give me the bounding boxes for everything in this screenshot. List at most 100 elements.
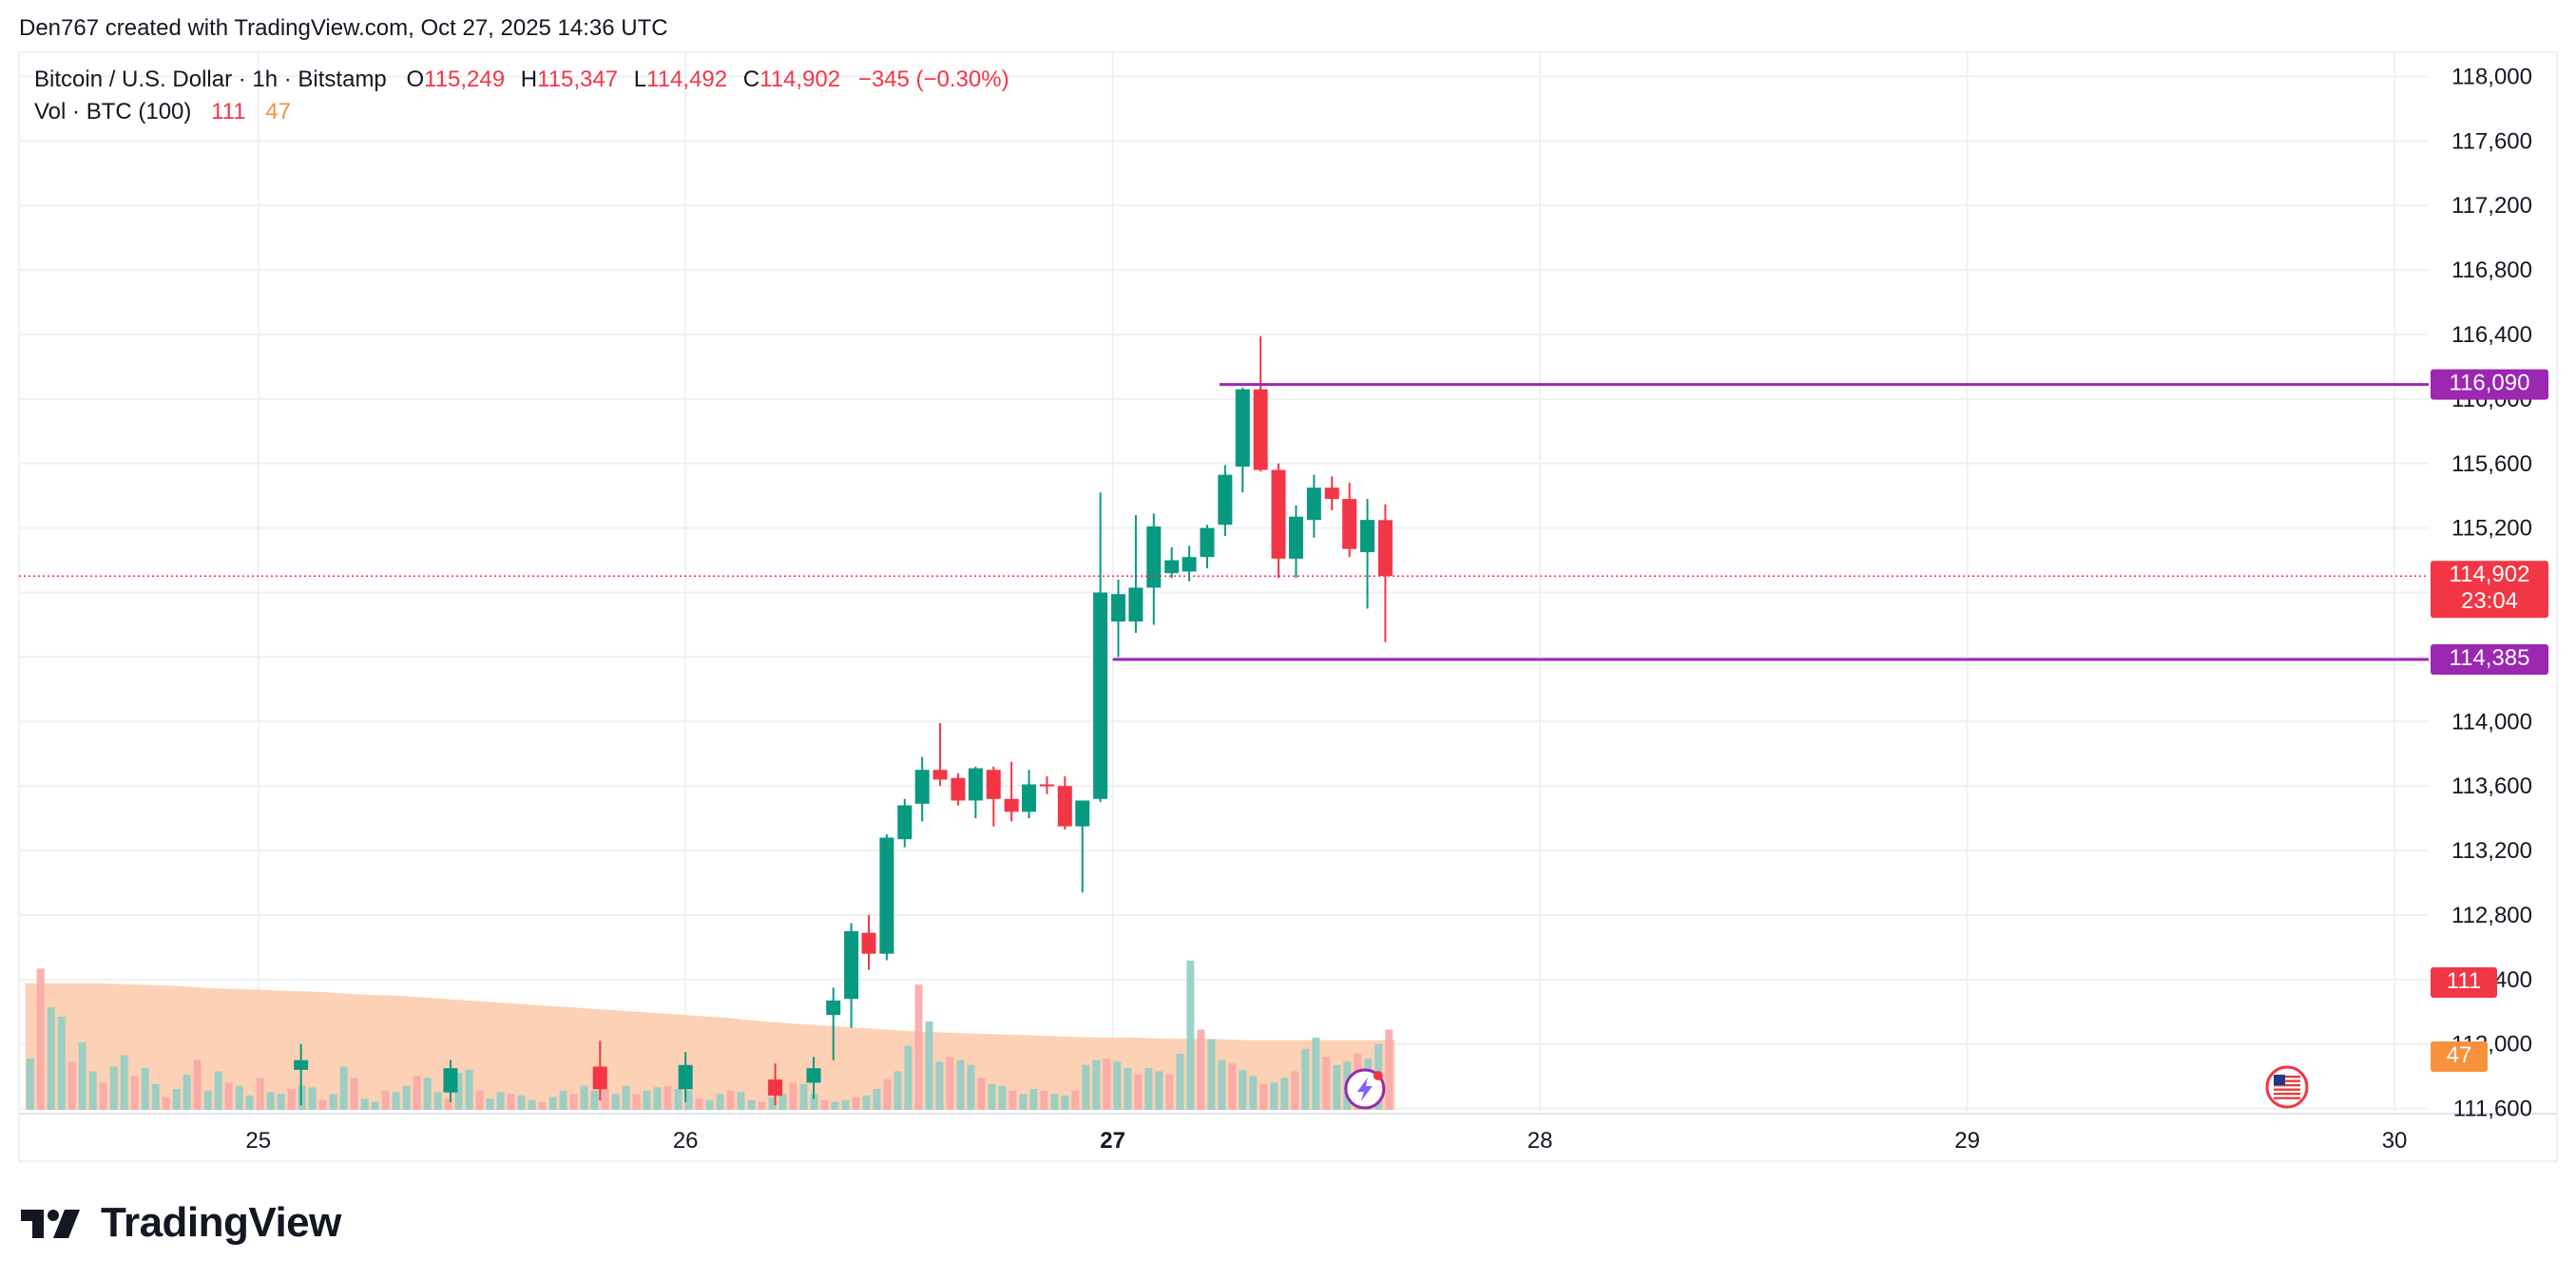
high-value: 115,347: [537, 67, 619, 92]
volume-pane: [25, 960, 1395, 1110]
candle-body: [443, 1068, 458, 1093]
volume-bar: [475, 1090, 484, 1110]
time-axis[interactable]: 25 26 27 28 29 30: [245, 1128, 2407, 1154]
open-value: 115,249: [424, 67, 506, 92]
candle-body: [1360, 520, 1375, 553]
volume-bar: [109, 1066, 118, 1110]
volume-bar: [1239, 1069, 1247, 1110]
volume-bar: [643, 1090, 651, 1110]
last-price-badge-text: 114,902: [2450, 562, 2530, 587]
volume-bar: [1113, 1061, 1122, 1110]
volume-bar: [235, 1085, 243, 1110]
volume-bar: [256, 1078, 264, 1110]
candle-body: [768, 1079, 783, 1097]
volume-bar: [1322, 1057, 1331, 1110]
volume-bar: [78, 1042, 87, 1110]
volume-ma-badge-bg: [2431, 1041, 2488, 1072]
volume-bar: [203, 1090, 212, 1110]
volume-bar: [883, 1079, 892, 1110]
time-tick-label: 26: [673, 1128, 699, 1154]
candle-body: [1288, 516, 1303, 559]
volume-bar: [559, 1090, 567, 1110]
volume-bar: [88, 1071, 97, 1110]
time-tick-label: 30: [2382, 1128, 2408, 1154]
volume-bar: [758, 1101, 766, 1110]
volume-bar: [935, 1061, 944, 1110]
volume-bar: [726, 1090, 735, 1110]
price-tick-label: 111,600: [2453, 1097, 2532, 1122]
volume-bar: [99, 1082, 107, 1110]
us-flag-event-icon: [2265, 1065, 2309, 1109]
volume-bar: [674, 1089, 682, 1110]
volume-bar: [1333, 1064, 1341, 1110]
volume-bar: [57, 1016, 66, 1110]
symbol-legend[interactable]: Bitcoin / U.S. Dollar · 1h · Bitstamp O1…: [34, 67, 1009, 93]
candle-body: [1057, 786, 1072, 827]
chart-icons[interactable]: [1344, 1065, 2309, 1110]
volume-bar: [737, 1092, 745, 1110]
volume-bar: [26, 1058, 34, 1110]
volume-bar: [444, 1098, 452, 1110]
volume-bar: [339, 1066, 348, 1110]
volume-bar: [1228, 1062, 1237, 1110]
volume-bar: [1061, 1095, 1069, 1110]
volume-bar: [988, 1083, 996, 1110]
candle-body: [1342, 499, 1357, 549]
volume-bar: [1291, 1071, 1299, 1110]
open-label: O: [406, 67, 425, 92]
volume-bar: [663, 1085, 672, 1110]
volume-bar: [120, 1055, 128, 1110]
volume-bar: [1301, 1048, 1310, 1110]
volume-legend[interactable]: Vol · BTC (100) 111 47: [34, 99, 291, 125]
price-tick-label: 116,800: [2451, 258, 2532, 283]
symbol-title[interactable]: Bitcoin / U.S. Dollar · 1h · Bitstamp: [34, 67, 387, 92]
volume-bar: [1176, 1053, 1184, 1110]
volume-bar: [810, 1094, 818, 1110]
candle-body: [1253, 389, 1268, 470]
volume-bar: [831, 1101, 839, 1110]
volume-title[interactable]: Vol · BTC (100): [34, 99, 192, 124]
volume-bar: [287, 1089, 296, 1110]
price-candles: [294, 335, 1393, 1106]
last-price-badge-text: 23:04: [2461, 588, 2518, 614]
volume-bar: [371, 1101, 379, 1110]
volume-bar: [956, 1059, 965, 1110]
candle-body: [806, 1068, 821, 1083]
volume-bar: [224, 1082, 233, 1110]
volume-bar: [1040, 1090, 1048, 1110]
volume-bar: [183, 1074, 191, 1110]
horizontal-levels[interactable]: [19, 383, 2429, 661]
volume-bar: [266, 1092, 275, 1110]
volume-bar: [653, 1087, 662, 1110]
volume-bar: [1134, 1074, 1143, 1110]
tradingview-logo[interactable]: TradingView: [21, 1199, 341, 1247]
volume-bar: [413, 1076, 421, 1110]
volume-bar: [1009, 1090, 1017, 1110]
volume-bar: [580, 1085, 588, 1110]
candle-body: [986, 770, 1001, 799]
volume-bar: [381, 1090, 390, 1110]
volume-value: 111: [211, 99, 246, 124]
volume-bar: [789, 1082, 798, 1110]
volume-bar: [141, 1068, 149, 1110]
volume-bar: [1103, 1058, 1111, 1110]
price-tick-label: 113,600: [2451, 773, 2532, 799]
volume-bar: [214, 1071, 222, 1110]
volume-bar: [151, 1083, 160, 1110]
volume-bar: [277, 1094, 285, 1110]
volume-bar: [1050, 1094, 1059, 1110]
candle-body: [1324, 487, 1339, 500]
volume-bar: [1071, 1090, 1080, 1110]
candle-body: [1128, 587, 1144, 622]
price-tick-label: 117,200: [2451, 193, 2532, 219]
volume-bar: [946, 1057, 954, 1110]
brand-name: TradingView: [101, 1199, 341, 1246]
lightning-event-icon: [1344, 1068, 1386, 1110]
volume-bar: [496, 1092, 505, 1110]
volume-bar: [1218, 1059, 1226, 1110]
candle-body: [932, 770, 948, 780]
candle-body: [861, 932, 876, 954]
volume-bar: [705, 1099, 714, 1110]
